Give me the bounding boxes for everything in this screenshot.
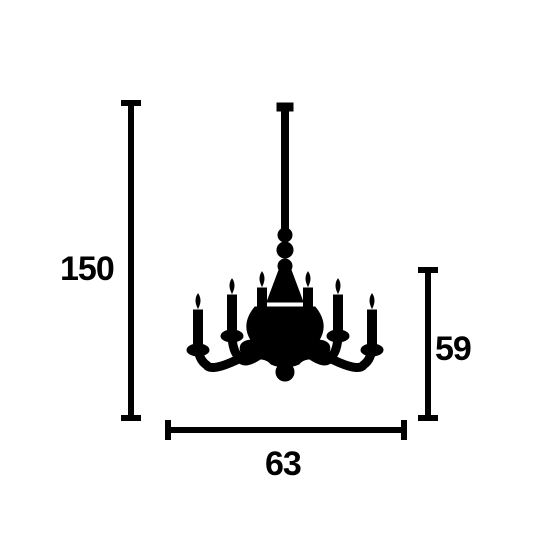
- dim-width: 63: [265, 445, 301, 484]
- dim-body-height: 59: [435, 330, 471, 369]
- dim-total-height: 150: [60, 250, 114, 289]
